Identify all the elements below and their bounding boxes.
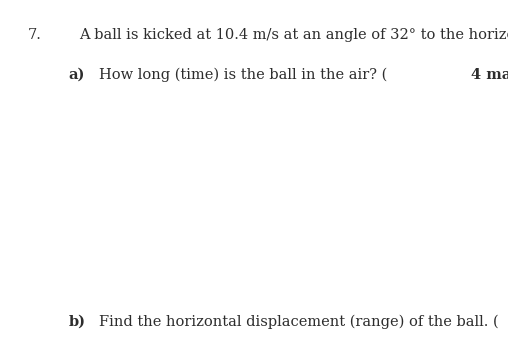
Text: 7.: 7. [28,28,42,42]
Text: Find the horizontal displacement (range) of the ball. (: Find the horizontal displacement (range)… [99,315,499,329]
Text: b): b) [69,315,85,329]
Text: How long (time) is the ball in the air? (: How long (time) is the ball in the air? … [99,68,387,82]
Text: a): a) [69,68,85,82]
Text: A ball is kicked at 10.4 m/s at an angle of 32° to the horizontal.: A ball is kicked at 10.4 m/s at an angle… [79,28,508,42]
Text: 4 marks: 4 marks [471,68,508,82]
